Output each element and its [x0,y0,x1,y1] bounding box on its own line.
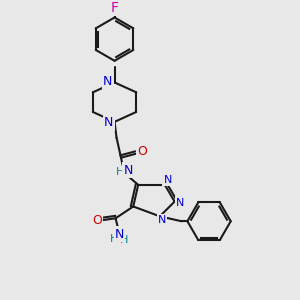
Text: N: N [158,215,166,225]
Text: N: N [115,227,124,241]
Text: N: N [164,175,172,185]
Text: N: N [176,197,185,208]
Text: H: H [110,234,118,244]
Text: H: H [120,235,129,245]
Text: N: N [124,164,133,177]
Text: O: O [137,145,147,158]
Text: H: H [116,167,125,177]
Text: N: N [104,116,113,129]
Text: N: N [103,75,112,88]
Text: F: F [111,1,119,15]
Text: O: O [92,214,102,227]
